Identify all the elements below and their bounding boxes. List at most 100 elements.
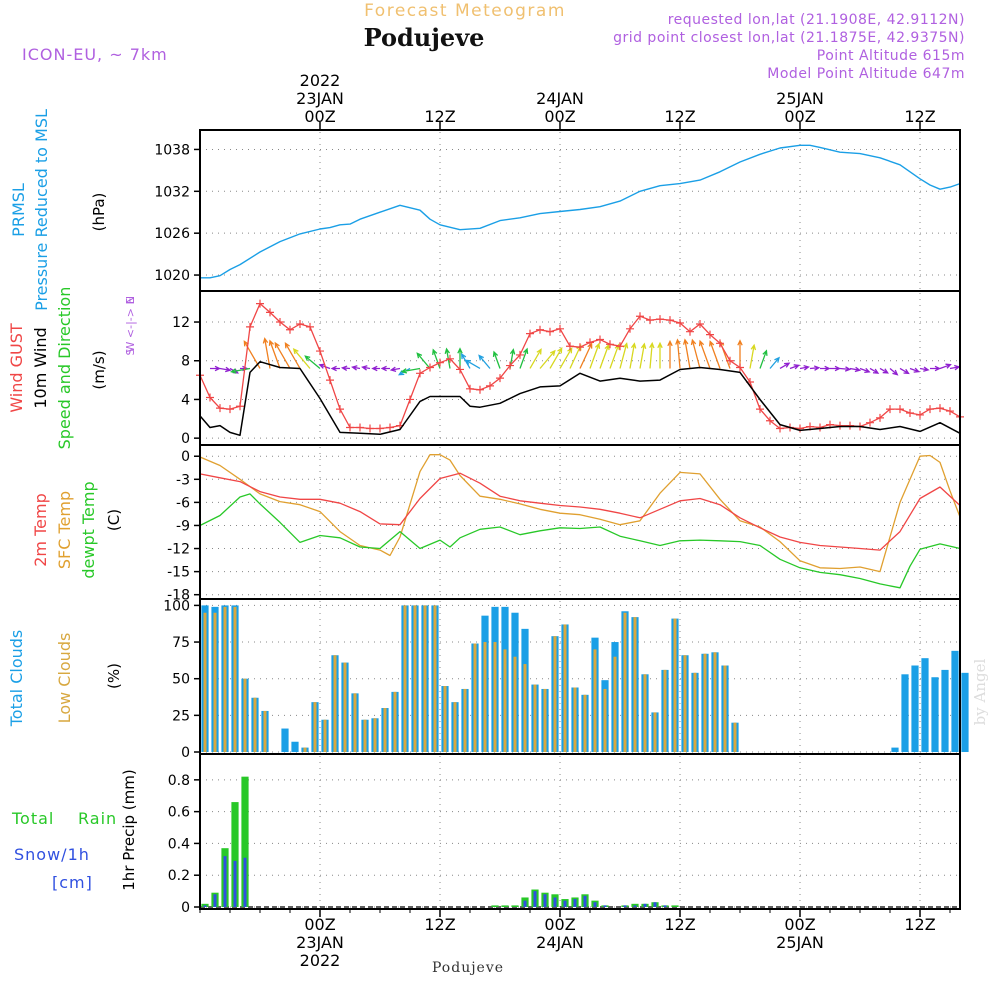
snow-bar: [233, 860, 237, 907]
top-time-label: 12Z: [424, 107, 455, 126]
wind-arrow: [830, 365, 842, 372]
total-cloud-bar: [951, 650, 959, 752]
precip-ytick-label: 0.2: [168, 868, 190, 884]
wind-arrow: [690, 338, 701, 369]
gust-marker: [686, 327, 694, 336]
wind-ylabel: (m/s): [90, 350, 108, 389]
total-clouds-label: Total Clouds: [7, 630, 26, 728]
low-clouds-label: Low Clouds: [55, 633, 74, 724]
gust-marker: [456, 365, 464, 374]
wind-ytick-label: 12: [172, 315, 190, 331]
low-cloud-bar: [653, 712, 657, 752]
gust-marker: [366, 424, 374, 433]
wind-gust-label: Wind GUST: [7, 323, 26, 413]
low-cloud-bar: [633, 617, 637, 752]
gust-marker: [386, 423, 394, 432]
temperature-ytick-label: -15: [167, 565, 190, 581]
pressure-ytick-label: 1038: [154, 142, 190, 158]
wind-arrow: [889, 367, 899, 376]
wind-grid: [200, 293, 960, 443]
bottom-time-label: 00Z: [784, 915, 815, 934]
low-cloud-bar: [473, 643, 477, 752]
clouds-ytick-label: 0: [181, 745, 190, 761]
bottom-time-label: 25JAN: [776, 933, 824, 952]
gust-marker: [586, 338, 594, 347]
gust-marker: [316, 347, 324, 356]
gust-marker: [656, 315, 664, 324]
low-cloud-bar: [563, 624, 567, 752]
precip-cm-label: [cm]: [52, 873, 93, 892]
low-cloud-bar: [613, 656, 617, 752]
low-cloud-bar: [533, 684, 537, 752]
wind-ytick-label: 4: [181, 392, 190, 408]
gust-marker: [706, 330, 714, 339]
wind-arrow: [361, 365, 371, 371]
snow-bar: [643, 903, 647, 907]
temperature-ytick-label: -6: [176, 495, 190, 511]
low-cloud-bar: [423, 605, 427, 752]
pressure-label-msl: Pressure Reduced to MSL: [32, 109, 51, 311]
gust-marker: [756, 405, 764, 414]
gust-marker: [466, 384, 474, 393]
low-cloud-bar: [253, 697, 257, 752]
low-cloud-bar: [433, 605, 437, 752]
gust-marker: [726, 356, 734, 365]
gust-marker: [876, 413, 884, 422]
wind-speed-line: [199, 360, 961, 437]
wind-arrow: [389, 366, 401, 373]
wind-arrow: [539, 349, 556, 369]
gust-marker: [866, 418, 874, 427]
total-cloud-bar: [941, 669, 949, 752]
wind-arrow: [351, 365, 361, 371]
low-cloud-bar: [593, 649, 597, 752]
low-cloud-bar: [323, 719, 327, 752]
wind-arrow: [820, 365, 831, 372]
gust-marker: [296, 319, 304, 328]
wind-arrow: [492, 350, 501, 369]
low-cloud-bar: [543, 688, 547, 752]
low-cloud-bar: [303, 747, 307, 752]
clouds-yaxis: 0 25 50 75 100: [163, 598, 200, 761]
gust-marker: [216, 404, 224, 413]
bottom-time-label: 2022: [300, 951, 341, 970]
gust-marker: [766, 416, 774, 425]
gust-marker: [496, 374, 504, 383]
pressure-line: [200, 144, 961, 279]
gust-marker: [286, 325, 294, 334]
gust-marker: [616, 342, 624, 351]
precip-yaxis: 0 0.2 0.4 0.6 0.8: [168, 773, 200, 916]
pressure-series: [200, 144, 961, 279]
temperature-ytick-label: 0: [181, 449, 190, 465]
pressure-ytick-label: 1020: [154, 268, 190, 284]
gust-marker: [506, 361, 514, 370]
clouds-ytick-label: 50: [172, 672, 190, 688]
wind-arrow: [371, 365, 380, 372]
rain-bar: [241, 776, 249, 907]
snow-bar: [533, 891, 537, 907]
low-cloud-bar: [463, 688, 467, 752]
gust-marker: [206, 393, 214, 402]
low-cloud-bar: [663, 669, 667, 752]
snow-bar: [633, 905, 637, 907]
gust-marker: [626, 324, 634, 333]
wind-arrow: [869, 367, 880, 374]
low-cloud-bar: [343, 662, 347, 752]
gust-marker: [336, 405, 344, 414]
low-cloud-bar: [733, 722, 737, 752]
low-cloud-bar: [493, 642, 497, 752]
wind-arrow: [675, 338, 681, 369]
wind-arrow: [284, 342, 301, 369]
low-cloud-bar: [723, 665, 727, 752]
wind-arrow: [219, 366, 232, 373]
rain-bar: [671, 905, 679, 907]
rain-bar: [511, 905, 519, 907]
wind-arrow: [262, 337, 271, 369]
wind-arrow: [909, 367, 921, 373]
top-time-label: 23JAN: [296, 89, 344, 108]
pressure-yaxis: 1020 1026 1032 1038: [154, 142, 200, 284]
gust-marker: [436, 358, 444, 367]
top-time-label: 25JAN: [776, 89, 824, 108]
precip-snow-label: Snow/1h: [14, 845, 90, 864]
low-cloud-bar: [643, 674, 647, 752]
wind-yaxis: 0 4 8 12: [172, 315, 200, 447]
